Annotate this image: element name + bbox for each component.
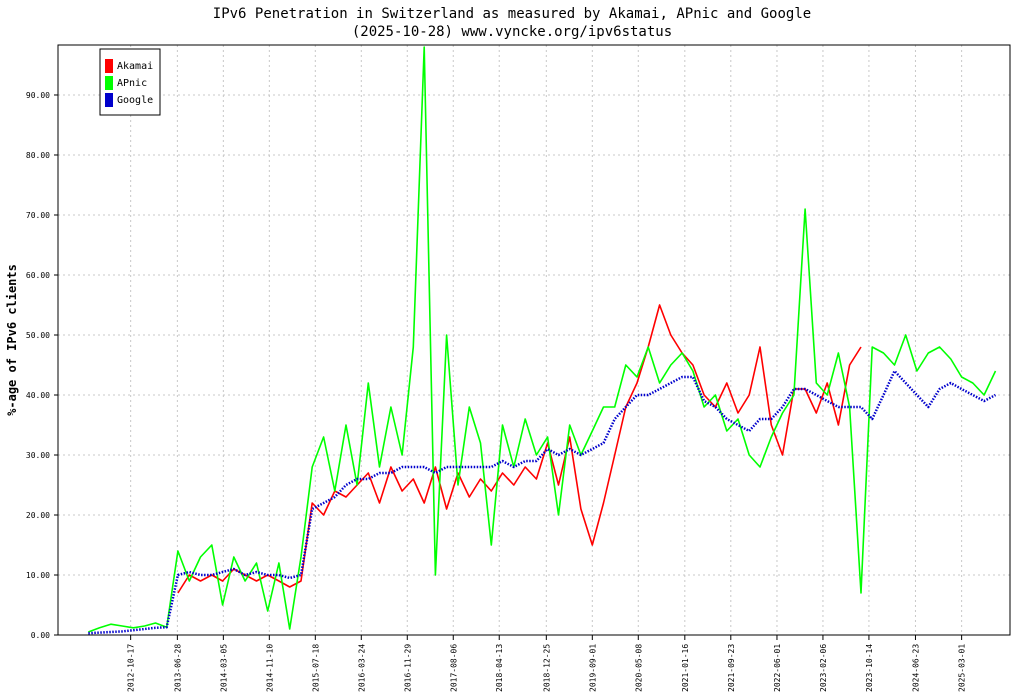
y-tick-label: 0.00 (31, 631, 50, 640)
x-tick-label: 2019-09-01 (588, 644, 597, 692)
y-axis-label: %-age of IPv6 clients (5, 264, 19, 416)
y-tick-label: 50.00 (26, 331, 50, 340)
y-tick-label: 90.00 (26, 91, 50, 100)
x-tick-label: 2015-07-18 (311, 644, 320, 692)
series-line (88, 46, 997, 633)
x-tick-label: 2014-03-05 (219, 644, 228, 692)
chart-subtitle: (2025-10-28) www.vyncke.org/ipv6status (352, 24, 672, 40)
y-tick-label: 80.00 (26, 151, 50, 160)
x-tick-label: 2021-09-23 (727, 644, 736, 692)
x-tick-label: 2014-11-10 (265, 644, 274, 692)
y-tick-label: 10.00 (26, 571, 50, 580)
y-tick-label: 40.00 (26, 391, 50, 400)
chart-title: IPv6 Penetration in Switzerland as measu… (213, 6, 811, 22)
x-tick-label: 2024-06-23 (911, 644, 920, 692)
legend: Akamai APnic Google (99, 48, 161, 116)
y-tick-label: 70.00 (26, 211, 50, 220)
x-tick-label: 2018-12-25 (542, 644, 551, 692)
legend-label: APnic (117, 78, 147, 89)
x-tick-label: 2023-10-14 (865, 644, 874, 692)
x-tick-label: 2016-03-24 (357, 644, 366, 692)
legend-swatch (105, 76, 113, 90)
y-tick-label: 60.00 (26, 271, 50, 280)
legend-label: Akamai (117, 61, 153, 72)
x-tick-label: 2021-01-16 (681, 644, 690, 692)
x-tick-label: 2013-06-28 (173, 644, 182, 692)
series-line (88, 369, 997, 635)
x-tick-label: 2022-06-01 (773, 644, 782, 692)
plot-frame (57, 44, 1011, 636)
y-tick-label: 30.00 (26, 451, 50, 460)
x-tick-label: 2025-03-01 (958, 644, 967, 692)
x-tick-label: 2018-04-13 (495, 644, 504, 692)
legend-label: Google (117, 95, 153, 106)
x-tick-label: 2020-05-08 (634, 644, 643, 692)
legend-swatch (105, 93, 113, 107)
legend-swatch (105, 59, 113, 73)
x-tick-label: 2016-11-29 (403, 644, 412, 692)
x-tick-label: 2017-08-06 (449, 644, 458, 692)
y-tick-label: 20.00 (26, 511, 50, 520)
x-tick-label: 2023-02-06 (819, 644, 828, 692)
x-tick-label: 2012-10-17 (127, 644, 136, 692)
